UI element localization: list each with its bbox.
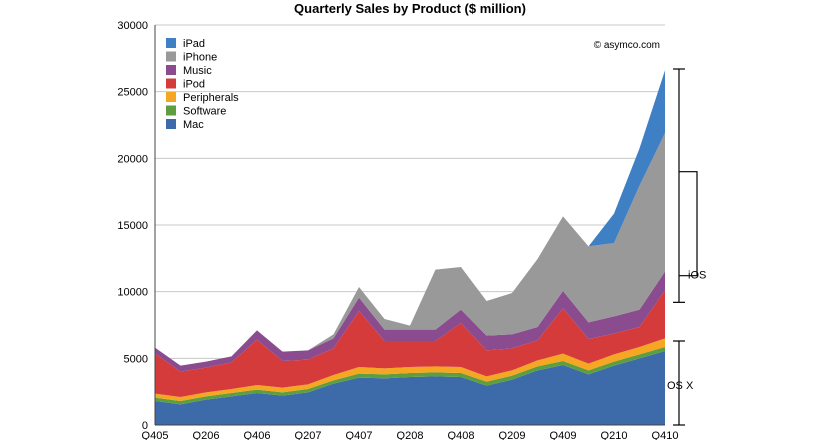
brackets: iOS OS X — [667, 68, 706, 426]
legend-label-music: Music — [183, 65, 212, 77]
y-tick-label: 5000 — [124, 353, 148, 365]
legend-swatch-software — [166, 105, 176, 116]
legend-label-mac: Mac — [183, 119, 204, 131]
y-tick-label: 25000 — [117, 87, 148, 99]
series-area-peripherals — [155, 338, 665, 401]
x-tick-label: Q409 — [550, 430, 577, 440]
y-tick-label: 0 — [142, 420, 148, 432]
series-area-iphone — [155, 133, 665, 366]
x-tick-labels: Q405 Q206 Q406 Q207 Q407 Q208 Q408 Q209 Q409 Q210… — [142, 430, 679, 440]
y-tick-label: 30000 — [117, 20, 148, 32]
series-area-mac — [155, 351, 665, 425]
x-tick-label: Q410 — [652, 430, 679, 440]
bracket-ios-connector — [679, 171, 698, 277]
legend-swatch-ipad — [166, 38, 176, 48]
y-tick-labels: 0 5000 10000 15000 20000 25000 30000 — [117, 20, 148, 432]
legend-label-software: Software — [183, 106, 226, 118]
series-area-ipod — [155, 290, 665, 397]
legend-label-peripherals: Peripherals — [183, 92, 239, 104]
legend-label-ipod: iPod — [183, 79, 205, 91]
series-areas — [155, 70, 665, 425]
x-tick-label: Q406 — [244, 430, 271, 440]
x-tick-label: Q405 — [142, 430, 169, 440]
series-area-software — [155, 347, 665, 405]
legend-swatch-music — [166, 65, 176, 75]
axes — [154, 25, 665, 426]
copyright-note: © asymco.com — [594, 40, 660, 51]
legend-swatch-mac — [166, 119, 176, 129]
legend-swatch-iphone — [166, 51, 176, 62]
chart-title: Quarterly Sales by Product ($ million) — [294, 1, 526, 16]
x-tick-label: Q408 — [448, 430, 475, 440]
y-tick-label: 20000 — [117, 153, 148, 165]
series-area-music — [155, 271, 665, 372]
x-tick-label: Q207 — [295, 430, 322, 440]
legend-swatch-ipod — [166, 78, 176, 89]
y-tick-label: 15000 — [117, 220, 148, 232]
bracket-osx-label: OS X — [667, 380, 694, 392]
bracket-ios-label: iOS — [688, 269, 706, 281]
x-tick-label: Q407 — [346, 430, 373, 440]
x-tick-label: Q210 — [601, 430, 628, 440]
x-tick-label: Q208 — [397, 430, 424, 440]
y-tick-label: 10000 — [117, 287, 148, 299]
legend-label-iphone: iPhone — [183, 52, 217, 64]
legend-label-ipad: iPad — [183, 38, 205, 50]
x-tick-label: Q209 — [499, 430, 526, 440]
x-tick-label: Q206 — [193, 430, 220, 440]
legend-swatch-peripherals — [166, 92, 176, 102]
